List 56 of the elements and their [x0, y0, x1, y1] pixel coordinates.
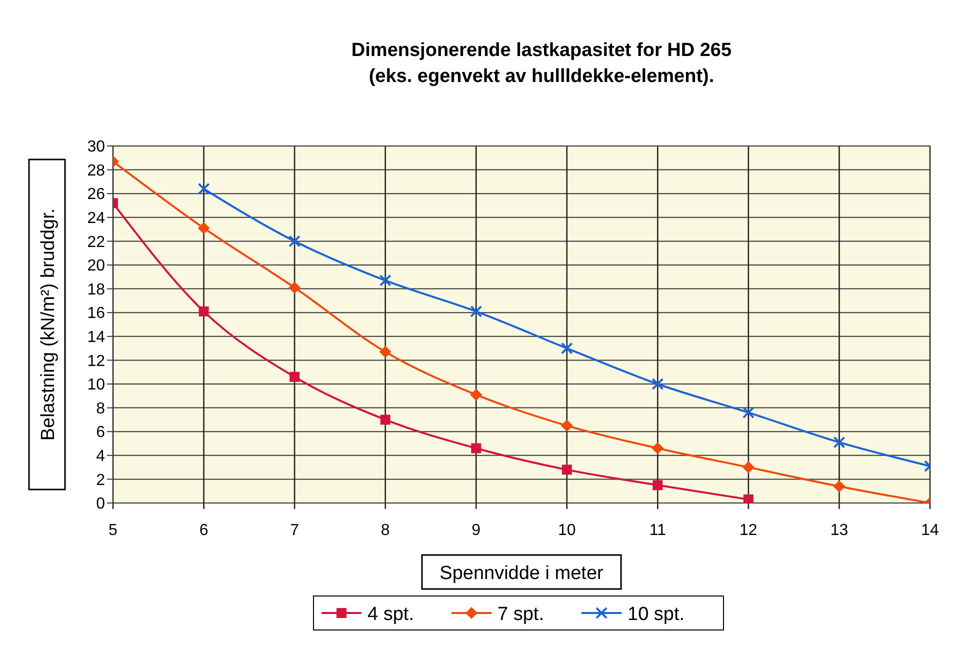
legend-label: 10 spt.: [628, 604, 685, 625]
x-tick-label: 14: [921, 522, 939, 539]
point: [742, 406, 754, 419]
y-tick-label: 12: [87, 352, 106, 370]
point: [379, 274, 392, 286]
legend-label: 7 spt.: [498, 604, 544, 625]
y-tick-label: 16: [87, 305, 106, 322]
point: [562, 464, 572, 475]
y-tick-label: 30: [87, 138, 106, 156]
point: [652, 378, 664, 390]
point: [471, 443, 482, 454]
x-axis-title: Spennvidde i meter: [440, 563, 604, 584]
point: [470, 305, 482, 318]
x-tick-label: 9: [472, 522, 481, 539]
x-tick-label: 7: [290, 522, 300, 539]
y-tick-label: 18: [87, 281, 106, 298]
x-tick-label: 13: [830, 522, 848, 539]
point: [198, 306, 209, 316]
x-tick-label: 11: [649, 522, 666, 539]
y-tick-label: 24: [87, 210, 106, 227]
point: [198, 222, 210, 234]
x-tick-label: 10: [558, 522, 576, 539]
point: [833, 436, 846, 448]
y-axis-title: Belastning (kN/m²) bruddgr.: [38, 208, 59, 441]
y-tick-label: 2: [96, 472, 106, 489]
y-tick-label: 20: [87, 258, 106, 275]
point: [288, 235, 301, 248]
point: [470, 388, 482, 401]
chart-subtitle: (eks. egenvekt av hullldekke-element).: [368, 66, 714, 87]
y-tick-label: 0: [96, 496, 106, 513]
y-tick-label: 26: [87, 186, 106, 204]
y-tick-label: 6: [96, 424, 106, 442]
point: [743, 494, 754, 503]
y-tick-label: 28: [87, 162, 106, 180]
point: [288, 282, 301, 294]
legend-label: 4 spt.: [368, 604, 414, 625]
point: [560, 342, 573, 354]
point: [742, 461, 754, 474]
y-tick-label: 22: [87, 234, 106, 251]
y-tick-label: 10: [87, 376, 106, 394]
point: [198, 182, 210, 195]
point: [652, 480, 663, 490]
x-tick-label: 12: [740, 522, 758, 539]
x-tick-label: 6: [199, 522, 208, 539]
x-tick-label: 5: [108, 522, 118, 539]
chart-title: Dimensjonerende lastkapasitet for HD 265: [351, 40, 732, 61]
x-tick-label: 8: [380, 522, 390, 539]
point: [560, 420, 573, 432]
point: [380, 414, 390, 425]
y-tick-label: 4: [96, 448, 106, 465]
point: [652, 442, 664, 454]
point: [833, 480, 846, 492]
y-tick-label: 8: [96, 400, 106, 418]
point: [290, 372, 300, 382]
y-tick-label: 14: [87, 329, 106, 346]
point: [379, 346, 392, 358]
